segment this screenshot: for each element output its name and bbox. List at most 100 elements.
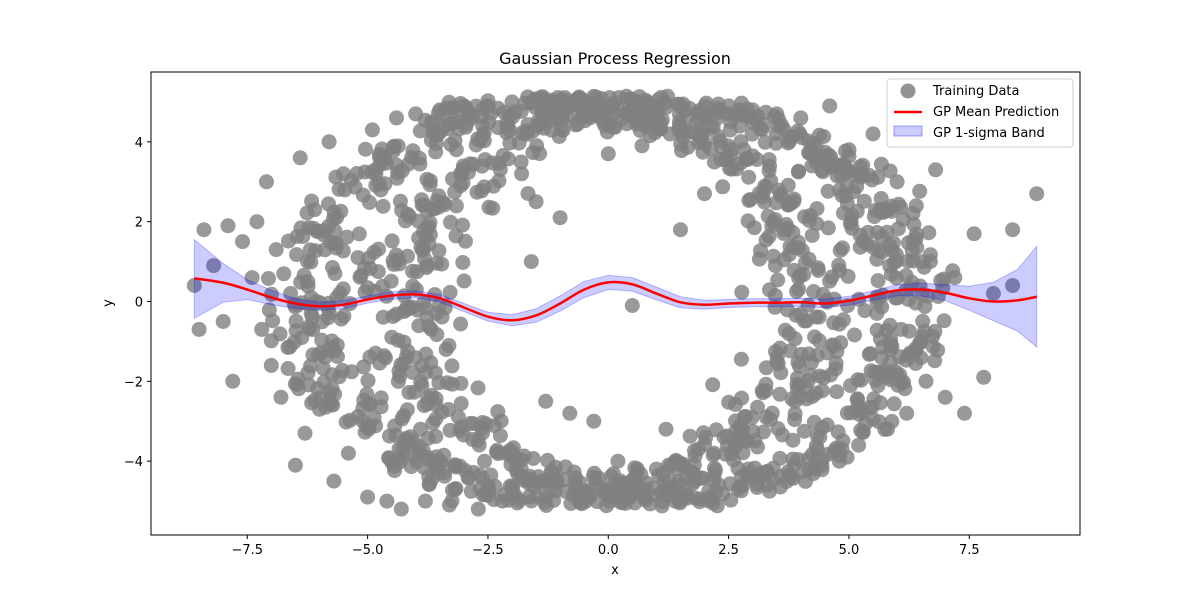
data-point bbox=[325, 260, 340, 275]
data-point bbox=[525, 451, 541, 466]
data-point bbox=[831, 453, 847, 469]
data-point bbox=[627, 460, 643, 476]
data-point bbox=[514, 166, 530, 182]
data-point bbox=[384, 233, 400, 249]
data-point bbox=[215, 314, 231, 329]
data-point bbox=[704, 492, 720, 507]
data-point bbox=[908, 198, 924, 214]
data-point bbox=[553, 122, 569, 137]
data-point bbox=[840, 268, 856, 284]
data-point bbox=[1005, 222, 1021, 238]
data-point bbox=[634, 138, 650, 154]
data-point bbox=[442, 284, 458, 300]
data-point bbox=[739, 151, 755, 166]
data-point bbox=[382, 428, 397, 444]
data-point bbox=[750, 399, 765, 415]
data-point bbox=[531, 113, 546, 129]
data-point bbox=[505, 478, 520, 494]
data-point bbox=[331, 369, 347, 385]
data-point bbox=[655, 494, 670, 510]
data-point bbox=[413, 421, 428, 437]
data-point bbox=[309, 224, 325, 239]
data-point bbox=[862, 346, 878, 362]
data-point bbox=[235, 234, 250, 250]
data-point bbox=[350, 250, 366, 266]
data-point bbox=[441, 338, 457, 353]
data-point bbox=[755, 185, 771, 201]
data-point bbox=[677, 103, 693, 119]
data-point bbox=[544, 112, 559, 128]
data-point bbox=[731, 431, 746, 447]
data-point bbox=[966, 226, 982, 242]
data-point bbox=[801, 213, 817, 229]
data-point bbox=[828, 355, 844, 371]
data-point bbox=[774, 188, 790, 204]
plot-area bbox=[186, 88, 1045, 517]
data-point bbox=[648, 461, 664, 477]
data-point bbox=[759, 464, 775, 479]
data-point bbox=[574, 488, 590, 504]
data-point bbox=[412, 123, 428, 139]
data-point bbox=[409, 302, 425, 318]
data-point bbox=[487, 418, 502, 434]
data-point bbox=[523, 254, 539, 270]
data-point bbox=[880, 421, 895, 437]
data-point bbox=[844, 220, 860, 236]
data-point bbox=[807, 461, 823, 477]
data-point bbox=[394, 202, 410, 218]
y-tick-label: −4 bbox=[124, 455, 143, 470]
data-point bbox=[757, 134, 773, 150]
data-point bbox=[280, 361, 296, 376]
data-point bbox=[429, 305, 444, 321]
data-point bbox=[492, 162, 508, 178]
data-point bbox=[543, 95, 559, 110]
data-point bbox=[733, 351, 749, 367]
data-point bbox=[417, 493, 433, 509]
data-point bbox=[782, 129, 798, 145]
data-point bbox=[491, 173, 507, 189]
data-point bbox=[448, 198, 464, 214]
data-point bbox=[850, 372, 866, 388]
data-point bbox=[453, 419, 469, 435]
data-point bbox=[502, 123, 518, 138]
data-point bbox=[303, 358, 319, 374]
legend-box bbox=[886, 78, 1074, 148]
data-point bbox=[870, 273, 886, 289]
data-point bbox=[712, 133, 728, 149]
data-point bbox=[789, 370, 805, 386]
legend-label-gp-mean: GP Mean Prediction bbox=[933, 105, 1059, 120]
data-point bbox=[429, 255, 445, 271]
data-point bbox=[303, 290, 319, 306]
data-point bbox=[431, 199, 446, 215]
data-point bbox=[455, 162, 471, 177]
data-point bbox=[441, 402, 457, 417]
data-point bbox=[855, 424, 871, 440]
data-point bbox=[810, 150, 826, 166]
data-point bbox=[302, 242, 318, 258]
data-point bbox=[552, 210, 568, 226]
data-point bbox=[408, 106, 424, 122]
data-point bbox=[985, 286, 1001, 301]
x-tick-label: 0.0 bbox=[598, 543, 619, 558]
data-point bbox=[618, 482, 634, 498]
data-point bbox=[511, 135, 527, 151]
data-point bbox=[791, 270, 807, 286]
data-point bbox=[297, 425, 313, 441]
x-tick-label: −7.5 bbox=[231, 543, 263, 558]
data-point bbox=[872, 364, 888, 380]
data-point bbox=[707, 460, 722, 476]
data-point bbox=[340, 445, 356, 461]
data-point bbox=[392, 368, 408, 384]
data-point bbox=[436, 465, 452, 481]
data-point bbox=[562, 405, 578, 421]
data-point bbox=[263, 333, 279, 349]
data-point bbox=[786, 194, 802, 210]
data-point bbox=[768, 344, 783, 360]
data-point bbox=[721, 98, 737, 114]
data-point bbox=[726, 452, 741, 468]
data-point bbox=[375, 278, 390, 294]
legend-marker-gp-band bbox=[893, 125, 923, 137]
data-point bbox=[422, 173, 438, 189]
data-point bbox=[528, 194, 544, 210]
